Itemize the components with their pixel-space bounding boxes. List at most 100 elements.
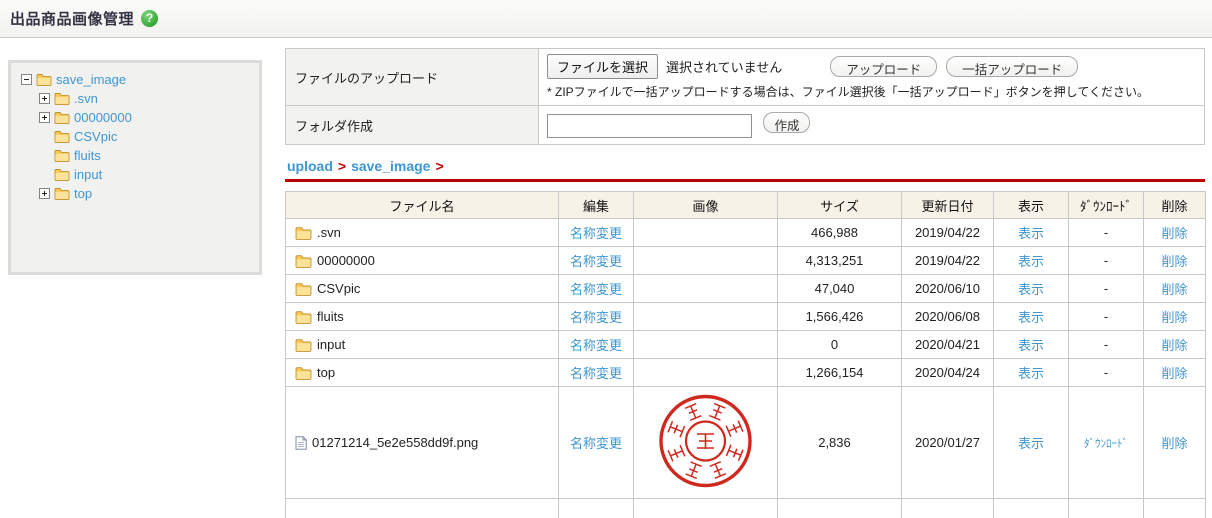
folder-icon: [295, 282, 312, 296]
update-date: 2020/04/24: [914, 365, 981, 380]
show-link[interactable]: 表示: [1017, 338, 1044, 353]
rename-link[interactable]: 名称変更: [569, 436, 622, 451]
edit-cell: 名称変更: [558, 274, 634, 303]
tree-item-label[interactable]: top: [74, 186, 93, 201]
download-link[interactable]: ﾀﾞｳﾝﾛｰﾄﾞ: [1084, 437, 1128, 450]
choose-file-button[interactable]: ファイルを選択: [547, 54, 659, 79]
size-cell: 2,836: [777, 386, 902, 499]
show-link[interactable]: 表示: [1017, 310, 1044, 325]
tree-item-label[interactable]: input: [74, 167, 103, 182]
show-cell: 表示: [993, 330, 1069, 359]
folder-icon: [54, 150, 70, 162]
file-name-cell: fluits: [285, 302, 559, 331]
delete-cell: 削除: [1143, 302, 1206, 331]
edit-cell: 名称変更: [558, 302, 634, 331]
edit-cell: 名称変更: [558, 386, 634, 499]
no-download-dash: -: [1103, 281, 1109, 296]
file-name-cell: .svn: [285, 218, 559, 247]
rename-link[interactable]: 名称変更: [569, 226, 622, 241]
delete-cell: 削除: [1143, 246, 1206, 275]
table-row: input 名称変更 0 2020/04/21 表示 - 削除: [285, 330, 1206, 359]
page-title: 出品商品画像管理: [10, 11, 135, 28]
update-date: 2019/04/22: [914, 253, 981, 268]
update-date: 2019/04/22: [914, 225, 981, 240]
create-folder-button[interactable]: 作成: [763, 112, 811, 134]
download-cell: -: [1068, 274, 1144, 303]
folder-create-label: フォルダ作成: [285, 105, 539, 145]
folder-icon: [54, 169, 70, 181]
image-cell: [633, 302, 778, 331]
tree-item: top: [21, 184, 259, 203]
tree-item: .svn: [21, 89, 259, 108]
seal-stamp-image: [659, 394, 752, 488]
delete-link[interactable]: 削除: [1161, 436, 1188, 451]
breadcrumb-separator: >: [337, 158, 347, 174]
file-name-cell: 00000000: [285, 246, 559, 275]
tree-item-label[interactable]: CSVpic: [74, 129, 118, 144]
download-cell: ﾀﾞｳﾝﾛｰﾄﾞ: [1068, 386, 1144, 499]
show-link[interactable]: 表示: [1017, 436, 1044, 451]
tree-collapse-icon[interactable]: [21, 74, 32, 85]
folder-tree: save_image .svn 00000000 CSVpic fluits i…: [11, 63, 259, 203]
folder-icon: [295, 226, 312, 240]
image-cell: [633, 246, 778, 275]
folder-name-input[interactable]: [547, 113, 752, 138]
edit-cell: 名称変更: [558, 358, 634, 387]
file-size: 466,988: [811, 225, 858, 240]
delete-link[interactable]: 削除: [1161, 254, 1188, 269]
size-cell: 47,040: [777, 274, 902, 303]
bulk-upload-button[interactable]: 一括アップロード: [946, 56, 1079, 77]
file-name: 01271214_5e2e558dd9f.png: [312, 435, 479, 450]
rename-link[interactable]: 名称変更: [569, 310, 622, 325]
show-link[interactable]: 表示: [1017, 366, 1044, 381]
show-link[interactable]: 表示: [1017, 254, 1044, 269]
breadcrumb-separator: >: [435, 158, 444, 174]
edit-cell: 名称変更: [558, 330, 634, 359]
delete-link[interactable]: 削除: [1161, 366, 1188, 381]
delete-link[interactable]: 削除: [1161, 226, 1188, 241]
tree-item: fluits: [21, 146, 259, 165]
tree-item-label[interactable]: save_image: [56, 72, 127, 87]
help-icon[interactable]: ?: [141, 10, 159, 27]
tree-expand-icon[interactable]: [39, 93, 50, 104]
folder-create-row: フォルダ作成 作成: [285, 105, 1205, 145]
rename-link[interactable]: 名称変更: [569, 338, 622, 353]
update-date: 2020/06/10: [914, 281, 981, 296]
tree-item-label[interactable]: 00000000: [74, 110, 132, 125]
delete-link[interactable]: 削除: [1161, 310, 1188, 325]
table-row: CSVpic 名称変更 47,040 2020/06/10 表示 - 削除: [285, 274, 1206, 303]
download-cell: -: [1068, 218, 1144, 247]
tree-item: save_image: [21, 70, 259, 89]
tree-item-label[interactable]: .svn: [74, 91, 98, 106]
breadcrumb-link[interactable]: upload: [287, 158, 333, 174]
show-link[interactable]: 表示: [1017, 226, 1044, 241]
no-download-dash: -: [1103, 309, 1109, 324]
delete-cell: 削除: [1143, 358, 1206, 387]
title-bar: 出品商品画像管理 ?: [0, 0, 1212, 38]
tree-item: input: [21, 165, 259, 184]
folder-icon: [54, 93, 70, 105]
file-size: 0: [830, 337, 839, 352]
show-cell: 表示: [993, 386, 1069, 499]
tree-expand-icon[interactable]: [39, 112, 50, 123]
upload-button[interactable]: アップロード: [830, 56, 938, 77]
rename-link[interactable]: 名称変更: [569, 366, 622, 381]
column-header: 削除: [1143, 191, 1206, 219]
file-size: 2,836: [818, 435, 851, 450]
delete-link[interactable]: 削除: [1161, 282, 1188, 297]
delete-link[interactable]: 削除: [1161, 338, 1188, 353]
table-row-partial: [285, 498, 1206, 518]
show-link[interactable]: 表示: [1017, 282, 1044, 297]
date-cell: 2019/04/22: [901, 218, 994, 247]
rename-link[interactable]: 名称変更: [569, 282, 622, 297]
tree-expand-icon[interactable]: [39, 188, 50, 199]
size-cell: 1,566,426: [777, 302, 902, 331]
column-header: 表示: [993, 191, 1069, 219]
folder-icon: [36, 74, 52, 86]
tree-item-label[interactable]: fluits: [74, 148, 101, 163]
breadcrumb-link[interactable]: save_image: [351, 158, 431, 174]
file-name-cell: top: [285, 358, 559, 387]
download-cell: -: [1068, 358, 1144, 387]
rename-link[interactable]: 名称変更: [569, 254, 622, 269]
